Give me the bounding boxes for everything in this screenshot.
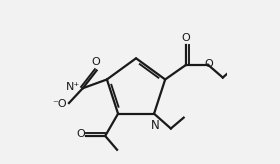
Text: O: O (77, 129, 85, 139)
Text: N: N (151, 119, 159, 132)
Text: O: O (91, 57, 100, 67)
Text: O: O (204, 59, 213, 69)
Text: O: O (182, 33, 191, 43)
Text: ⁻O: ⁻O (52, 99, 67, 109)
Text: N⁺: N⁺ (66, 82, 80, 92)
